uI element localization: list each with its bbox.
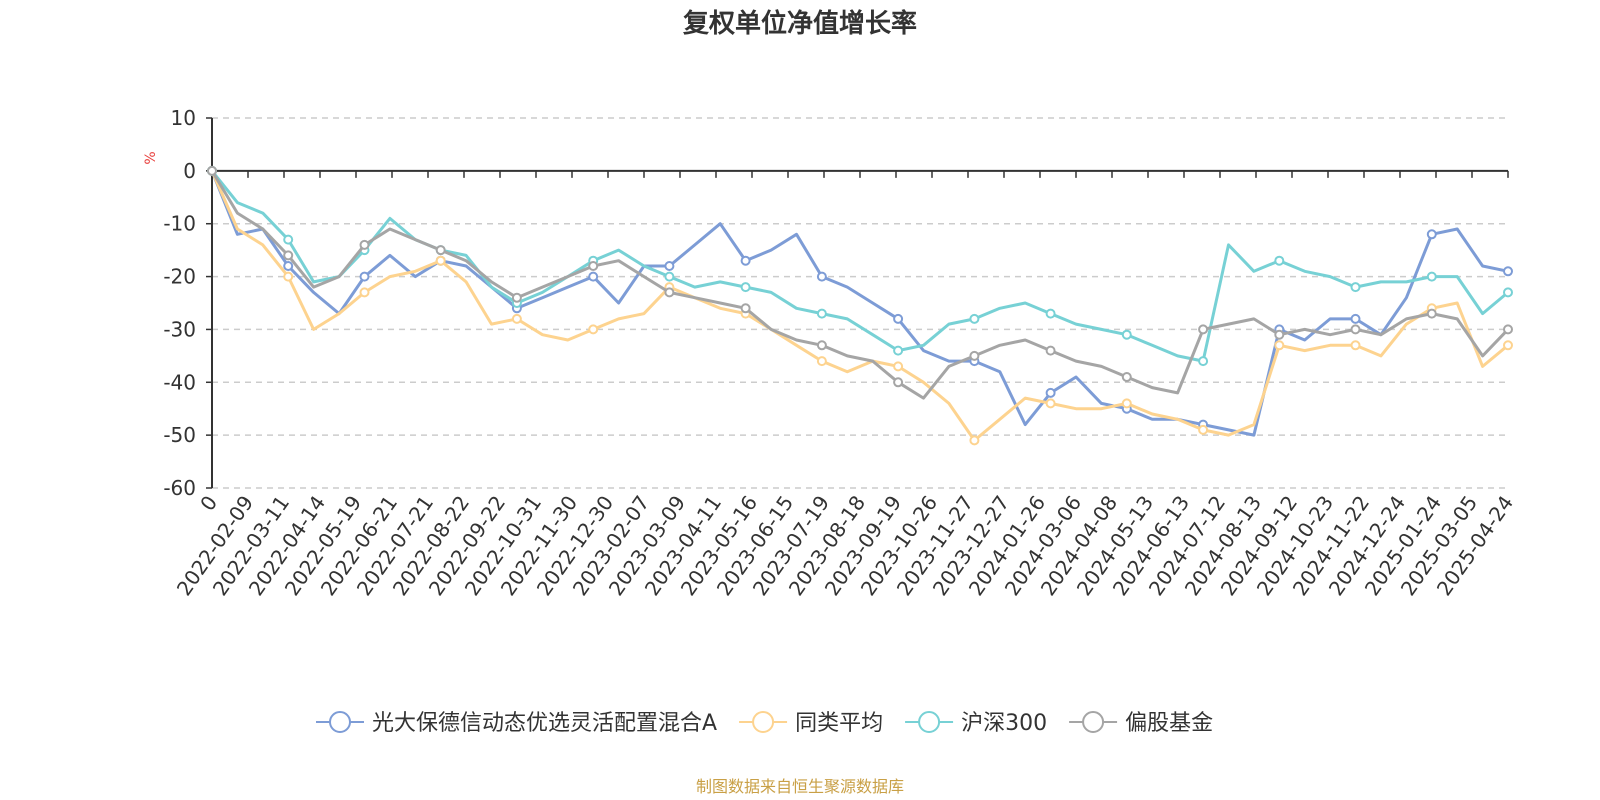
data-point [816,308,827,319]
data-point [740,303,751,314]
series-line [210,170,1509,437]
data-point [1350,313,1361,324]
legend-item[interactable]: 沪深300 [905,711,1047,736]
x-tick-label: 0 [195,491,222,515]
data-point [664,261,675,271]
data-point [588,261,599,271]
legend-item[interactable]: 同类平均 [739,711,883,736]
legend-marker [329,711,351,733]
data-point [283,234,294,245]
data-point [435,245,446,256]
data-point [1350,340,1361,351]
data-point [511,292,522,303]
data-point [511,313,522,324]
data-point [1274,329,1285,340]
data-point [816,356,827,367]
y-tick-label: -30 [163,317,196,341]
legend-label: 沪深300 [961,711,1047,736]
data-point [893,313,904,324]
data-point [283,271,294,282]
legend-item[interactable]: 光大保德信动态优选灵活配置混合A [316,711,717,736]
data-point [1274,255,1285,266]
data-point [1198,424,1209,435]
data-point [740,255,751,266]
data-point [1274,340,1285,351]
data-point [1350,282,1361,293]
chart-title: 复权单位净值增长率 [683,8,917,39]
data-point [740,282,751,293]
legend[interactable]: 光大保德信动态优选灵活配置混合A 同类平均 沪深300 偏股基金 [316,711,1213,736]
data-point [1121,398,1132,409]
legend-marker [1082,711,1105,733]
data-point [1045,308,1056,319]
data-point [1121,372,1132,382]
y-tick-label: 10 [171,106,196,130]
data-point [1198,356,1209,367]
data-point [816,340,827,351]
data-point [969,350,980,361]
legend-marker [918,711,941,733]
data-point [1503,266,1513,277]
y-unit-label: % [143,151,159,164]
series-line [210,170,1510,400]
data-point [893,361,904,372]
series-0 [207,165,1513,437]
data-point [664,271,675,282]
data-point [283,261,294,271]
data-point [1045,398,1056,409]
grid-lines [212,117,1508,489]
y-tick-label: -20 [163,265,196,289]
series-1 [207,165,1513,446]
data-point [435,255,446,266]
series-line [210,170,1509,442]
data-point [816,271,827,282]
y-tick-label: -40 [163,370,196,394]
data-point [893,377,904,388]
data-point [969,313,980,324]
data-point [359,239,370,250]
y-tick-label: -60 [163,476,196,500]
data-point [969,435,980,446]
series-lines [207,165,1513,446]
data-point [664,287,675,298]
data-point [1121,329,1132,340]
data-point [1426,271,1437,282]
data-point [283,250,294,261]
source-note: 制图数据来自恒生聚源数据库 [696,777,904,796]
y-tick-label: 0 [183,159,196,183]
data-point [893,345,904,356]
data-point [1426,229,1437,240]
legend-marker [752,711,775,733]
data-point [1503,324,1513,335]
data-point [1198,324,1209,335]
data-point [588,271,599,282]
legend-label: 偏股基金 [1125,711,1213,736]
y-tick-label: -10 [163,212,196,236]
legend-label: 光大保德信动态优选灵活配置混合A [372,711,717,736]
data-point [1350,324,1361,335]
y-tick-label: -50 [163,423,196,447]
data-point [207,165,217,176]
data-point [1503,287,1513,298]
data-point [588,324,599,335]
data-point [1045,345,1056,356]
data-point [1045,387,1056,398]
series-3 [207,165,1513,400]
data-point [1503,340,1513,351]
legend-item[interactable]: 偏股基金 [1069,711,1213,736]
data-point [359,287,370,298]
legend-label: 同类平均 [795,711,883,736]
data-point [359,271,370,282]
data-point [1426,308,1437,319]
